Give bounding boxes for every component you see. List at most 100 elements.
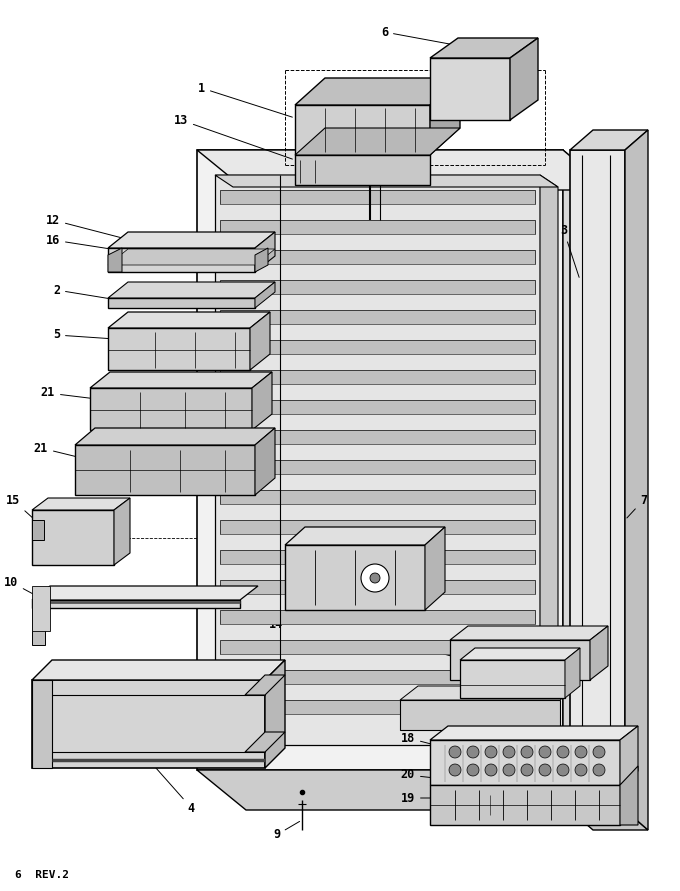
Polygon shape <box>570 130 648 150</box>
Polygon shape <box>245 675 285 695</box>
Polygon shape <box>220 490 535 504</box>
Polygon shape <box>425 527 445 610</box>
Polygon shape <box>220 250 535 264</box>
Circle shape <box>449 746 461 758</box>
Polygon shape <box>570 150 625 810</box>
Polygon shape <box>220 520 535 534</box>
Polygon shape <box>32 680 265 768</box>
Polygon shape <box>90 388 252 430</box>
Polygon shape <box>252 372 272 430</box>
Polygon shape <box>108 248 122 272</box>
Polygon shape <box>220 430 535 444</box>
Polygon shape <box>108 298 255 308</box>
Text: 16: 16 <box>46 233 127 251</box>
Text: 14: 14 <box>269 582 338 632</box>
Polygon shape <box>220 670 535 684</box>
Circle shape <box>485 746 497 758</box>
Polygon shape <box>295 105 430 155</box>
Polygon shape <box>32 600 45 645</box>
Polygon shape <box>220 640 535 654</box>
Text: 19: 19 <box>401 791 432 805</box>
Polygon shape <box>32 520 44 540</box>
Polygon shape <box>32 498 130 510</box>
Text: 6  REV.2: 6 REV.2 <box>15 870 69 880</box>
Polygon shape <box>510 38 538 120</box>
Text: 15: 15 <box>5 494 33 519</box>
Polygon shape <box>108 282 275 298</box>
Text: 17: 17 <box>415 642 462 659</box>
Polygon shape <box>220 580 535 594</box>
Polygon shape <box>265 660 285 768</box>
Polygon shape <box>220 700 535 714</box>
Polygon shape <box>295 155 430 185</box>
Text: 20: 20 <box>401 769 432 781</box>
Circle shape <box>521 746 533 758</box>
Polygon shape <box>430 785 620 825</box>
Text: 10: 10 <box>4 576 33 593</box>
Circle shape <box>370 573 380 583</box>
Text: 1: 1 <box>198 81 292 117</box>
Polygon shape <box>90 372 272 388</box>
Circle shape <box>575 764 587 776</box>
Polygon shape <box>220 220 535 234</box>
Polygon shape <box>220 280 535 294</box>
Polygon shape <box>295 78 460 105</box>
Text: 21: 21 <box>41 387 102 400</box>
Polygon shape <box>108 249 275 265</box>
Circle shape <box>593 746 605 758</box>
Polygon shape <box>114 498 130 565</box>
Text: 5: 5 <box>53 329 127 341</box>
Polygon shape <box>285 527 445 545</box>
Text: 4: 4 <box>142 752 195 814</box>
Polygon shape <box>430 58 510 120</box>
Polygon shape <box>400 700 560 730</box>
Text: 3: 3 <box>560 224 579 277</box>
Polygon shape <box>430 38 538 58</box>
Polygon shape <box>108 248 255 272</box>
Polygon shape <box>245 732 285 752</box>
Circle shape <box>503 764 515 776</box>
Polygon shape <box>570 810 648 830</box>
Polygon shape <box>220 190 535 204</box>
Text: 9: 9 <box>273 822 300 841</box>
Circle shape <box>449 764 461 776</box>
Polygon shape <box>295 128 460 155</box>
Polygon shape <box>32 586 50 631</box>
Text: 2: 2 <box>53 283 127 301</box>
Polygon shape <box>450 626 608 640</box>
Circle shape <box>593 764 605 776</box>
Polygon shape <box>430 740 620 785</box>
Polygon shape <box>563 150 610 810</box>
Polygon shape <box>197 150 610 190</box>
Polygon shape <box>460 660 565 698</box>
Polygon shape <box>285 545 425 610</box>
Polygon shape <box>255 428 275 495</box>
Circle shape <box>539 764 551 776</box>
Polygon shape <box>590 626 608 680</box>
Polygon shape <box>565 648 580 698</box>
Polygon shape <box>220 340 535 354</box>
Polygon shape <box>32 586 258 600</box>
Polygon shape <box>32 510 114 565</box>
Polygon shape <box>108 232 275 248</box>
Polygon shape <box>220 550 535 564</box>
Circle shape <box>467 746 479 758</box>
Polygon shape <box>250 312 270 370</box>
Polygon shape <box>460 648 580 660</box>
Polygon shape <box>400 686 578 700</box>
Polygon shape <box>108 312 270 328</box>
Circle shape <box>557 764 569 776</box>
Polygon shape <box>255 282 275 308</box>
Text: 13: 13 <box>174 113 292 159</box>
Polygon shape <box>220 400 535 414</box>
Polygon shape <box>620 766 638 825</box>
Polygon shape <box>255 248 268 272</box>
Polygon shape <box>75 428 275 445</box>
Polygon shape <box>215 175 558 187</box>
Circle shape <box>485 764 497 776</box>
Polygon shape <box>75 445 255 495</box>
Polygon shape <box>32 660 285 680</box>
Polygon shape <box>430 726 638 740</box>
Circle shape <box>361 564 389 592</box>
Circle shape <box>467 764 479 776</box>
